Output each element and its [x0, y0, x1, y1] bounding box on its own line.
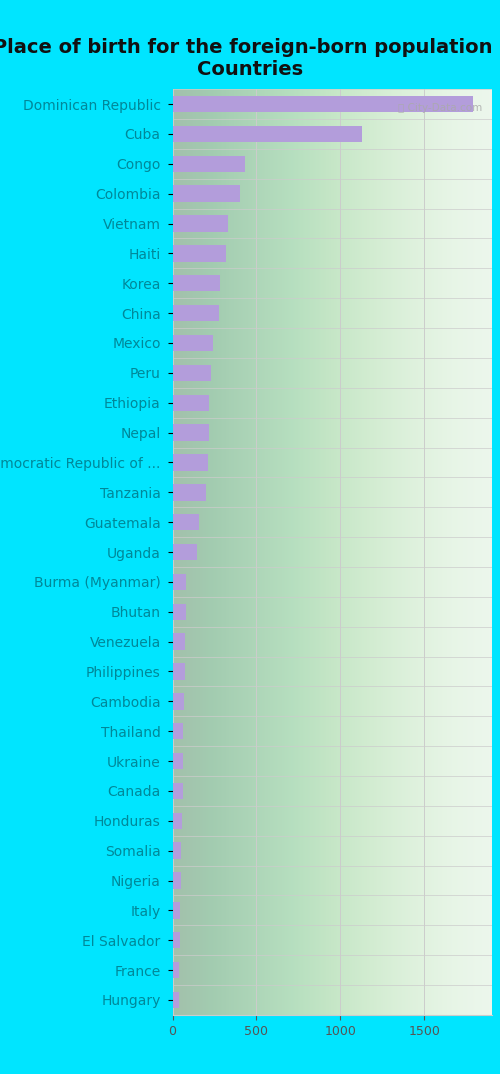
Bar [172, 454, 208, 470]
Bar [172, 842, 181, 859]
Bar [172, 394, 210, 411]
Bar [172, 245, 226, 262]
Bar [172, 305, 218, 321]
Bar [172, 514, 200, 531]
Bar [172, 335, 213, 351]
Bar [172, 126, 362, 142]
Text: Place of birth for the foreign-born population -
Countries: Place of birth for the foreign-born popu… [0, 38, 500, 78]
Bar [172, 872, 180, 889]
Bar [172, 424, 208, 440]
Bar [172, 543, 197, 561]
Text: ⓘ City-Data.com: ⓘ City-Data.com [398, 103, 482, 113]
Bar [172, 664, 185, 680]
Bar [172, 574, 186, 590]
Bar [172, 604, 186, 620]
Bar [172, 783, 182, 799]
Bar [172, 902, 180, 918]
Bar [172, 275, 220, 291]
Bar [172, 753, 183, 769]
Bar [172, 813, 182, 829]
Bar [172, 723, 184, 739]
Bar [172, 693, 184, 710]
Bar [172, 215, 228, 232]
Bar [172, 962, 179, 978]
Bar [172, 156, 244, 172]
Bar [172, 96, 473, 113]
Bar [172, 365, 211, 381]
Bar [172, 634, 185, 650]
Bar [172, 484, 206, 500]
Bar [172, 932, 180, 948]
Bar [172, 186, 240, 202]
Bar [172, 991, 179, 1008]
